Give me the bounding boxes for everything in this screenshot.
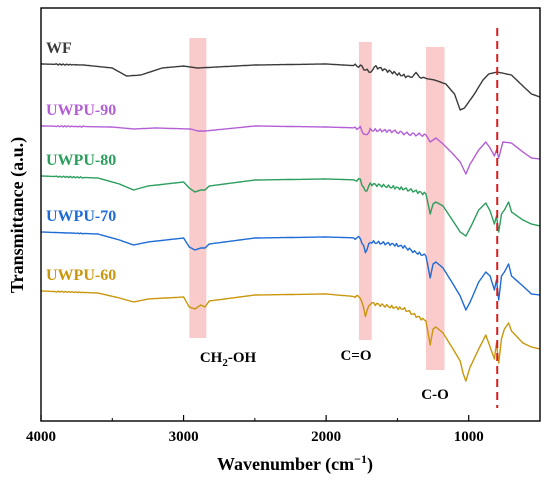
x-axis-title-close: ) (367, 454, 373, 475)
x-axis-title-sup: −1 (354, 452, 367, 466)
highlight-bands (189, 38, 445, 370)
x-axis-title: Wavenumber (cm−1) (217, 452, 373, 475)
plot-frame (40, 7, 541, 422)
band-annotation: C-O (421, 387, 449, 403)
x-tick-label: 4000 (26, 429, 56, 445)
x-tick-label: 2000 (311, 429, 341, 445)
series-label: UWPU-60 (46, 267, 116, 284)
series-label: UWPU-90 (46, 102, 116, 119)
series-label: UWPU-70 (46, 208, 116, 225)
band-annotation-main: CH (200, 350, 223, 366)
series-line (40, 290, 541, 382)
x-axis-title-main: Wavenumber (cm (217, 454, 354, 475)
y-axis-title: Transmittance (a.u.) (7, 137, 28, 293)
band-annotation-rest: -OH (228, 350, 257, 366)
band-annotation-main: C=O (340, 348, 371, 364)
series-label: WF (46, 40, 72, 57)
highlight-band (425, 47, 445, 370)
band-annotation: C=O (340, 348, 371, 364)
series-line (41, 63, 541, 111)
band-annotation-main: C-O (421, 387, 449, 403)
series-line (41, 125, 541, 175)
x-axis-ticks: 4000 3000 2000 1000 (26, 415, 541, 445)
spectra-series (40, 63, 541, 382)
x-tick-label: 1000 (454, 429, 484, 445)
band-annotation: CH2-OH (200, 350, 257, 369)
series-line (40, 175, 541, 237)
band-annotations: CH2-OH C=O C-O (200, 348, 449, 403)
band-annotation-sub: 2 (222, 357, 228, 369)
series-label: UWPU-80 (46, 152, 116, 169)
series-line (40, 231, 541, 311)
highlight-band (189, 38, 207, 338)
x-tick-label: 3000 (169, 429, 199, 445)
series-labels: WF UWPU-90 UWPU-80 UWPU-70 UWPU-60 (46, 40, 116, 284)
